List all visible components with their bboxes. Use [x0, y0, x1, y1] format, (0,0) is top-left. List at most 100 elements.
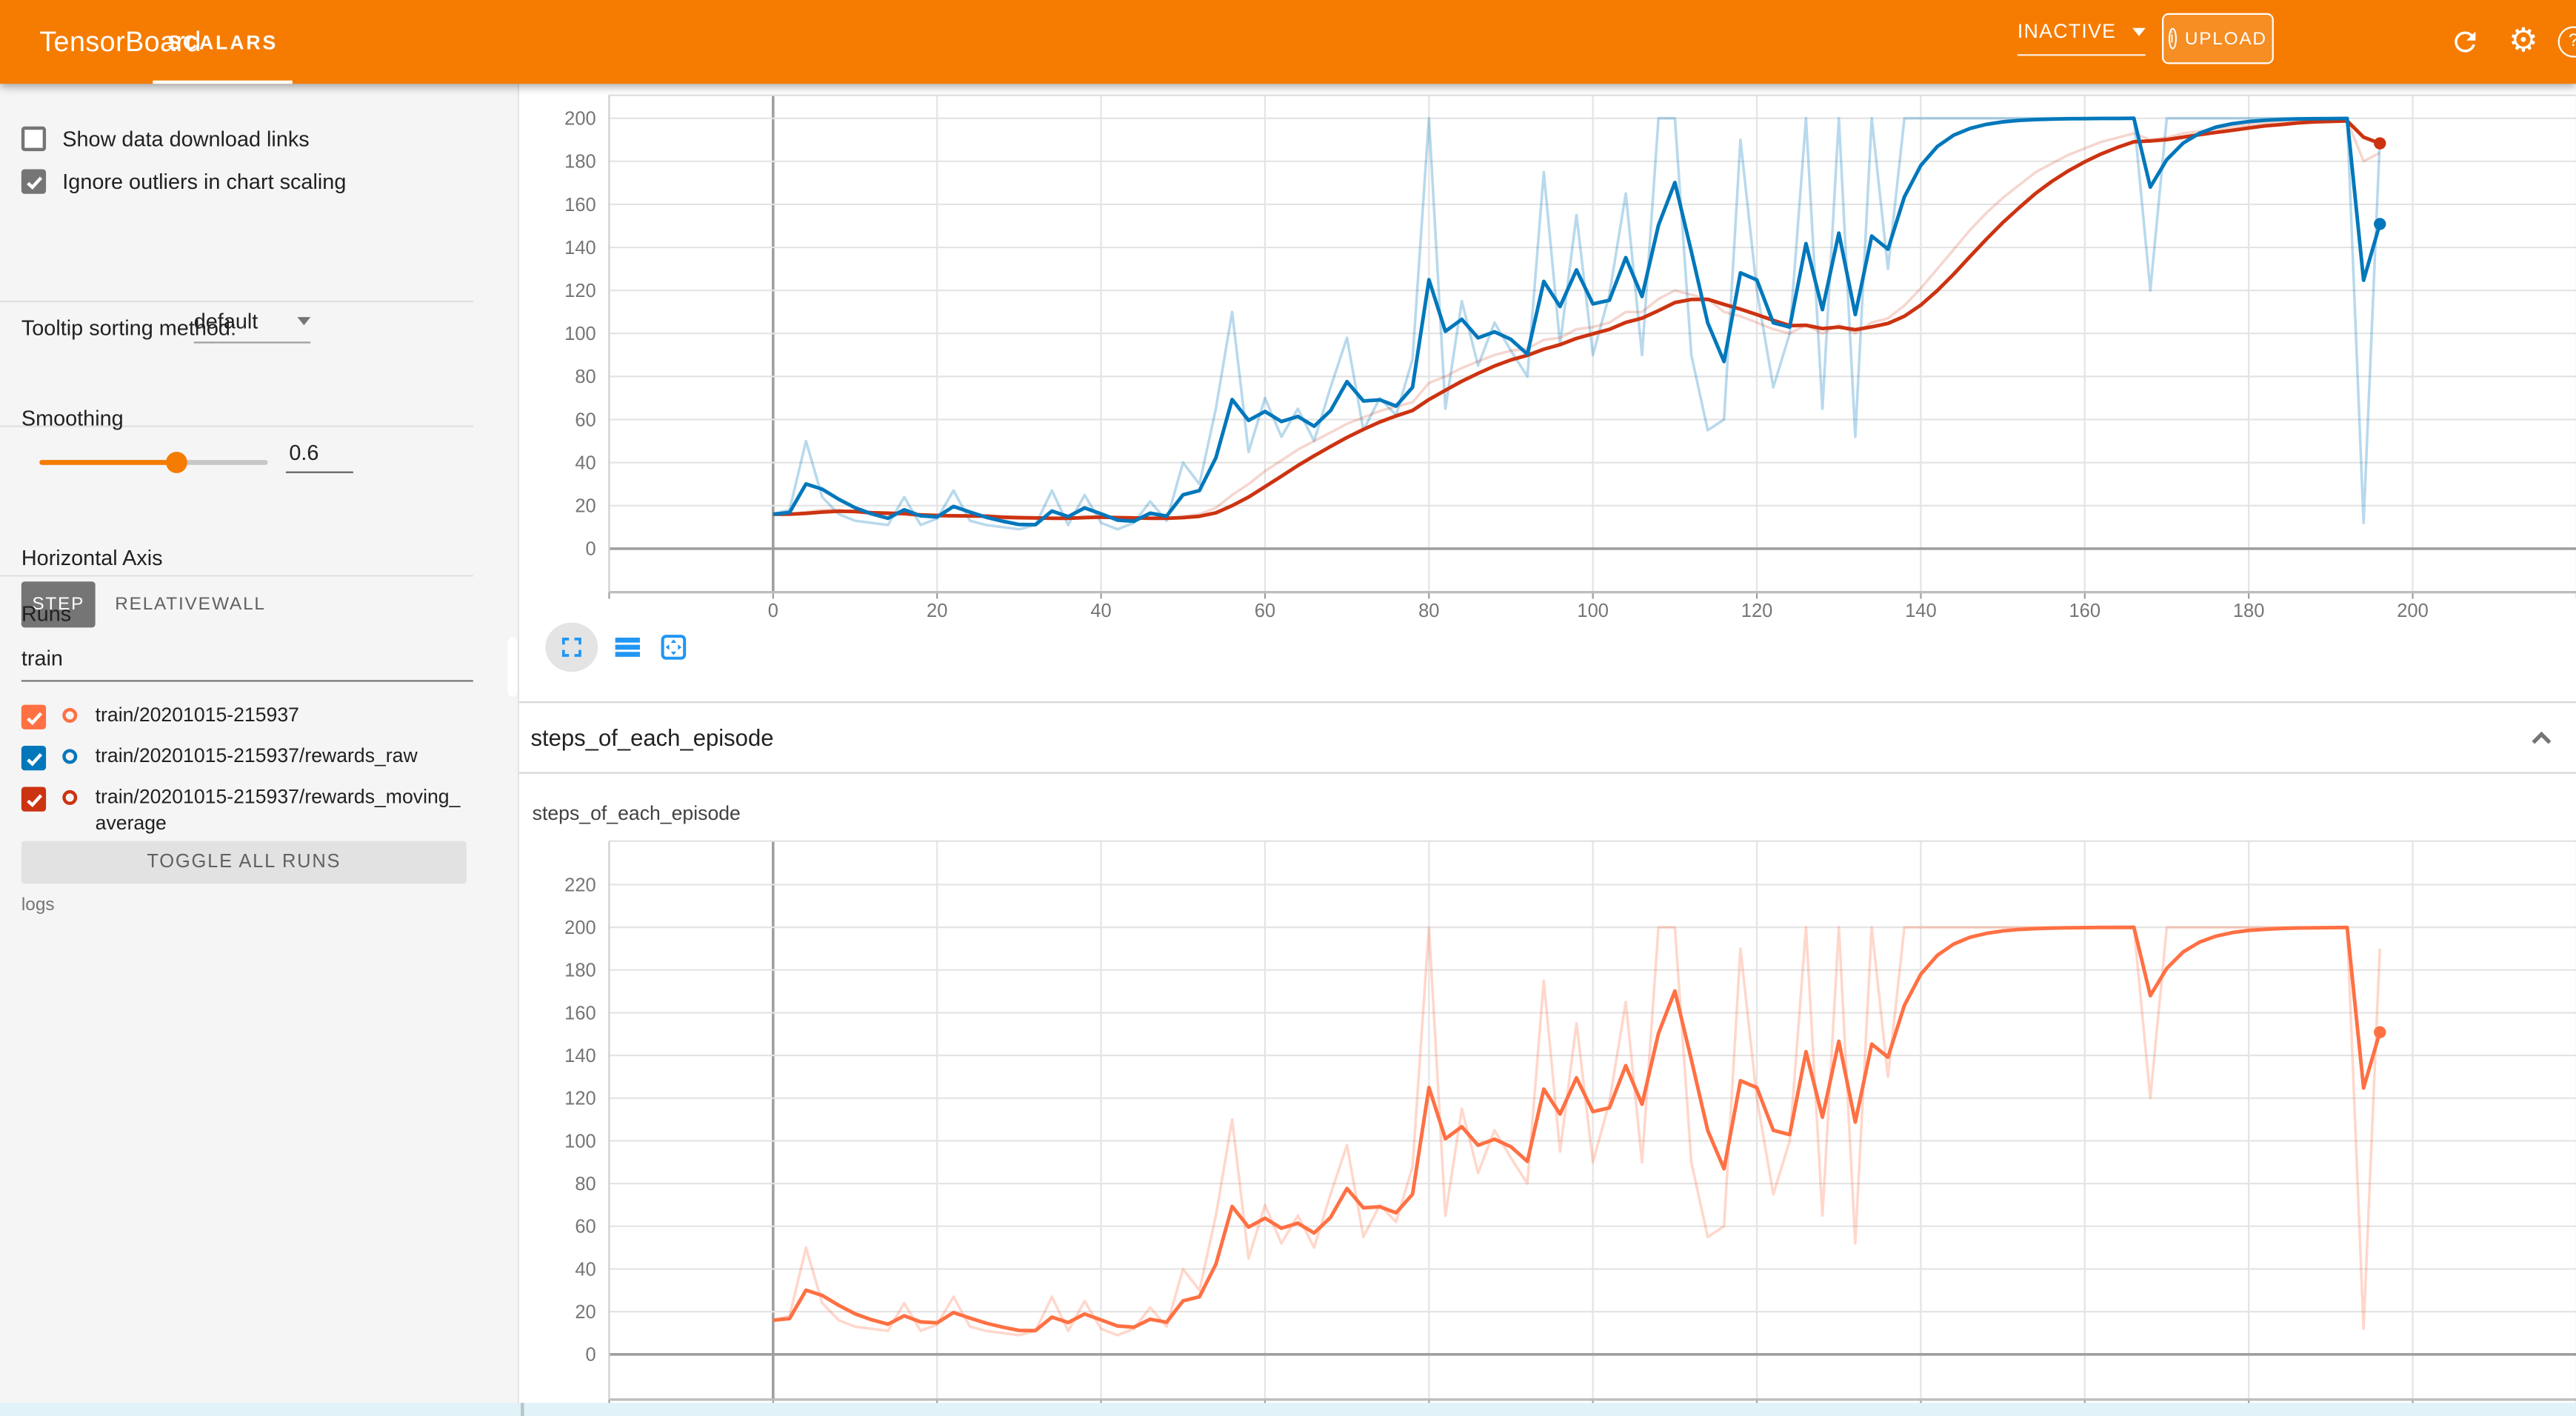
svg-text:40: 40	[575, 1258, 595, 1279]
chevron-up-icon[interactable]	[2529, 727, 2555, 747]
svg-text:180: 180	[564, 152, 596, 173]
divider	[0, 575, 473, 577]
checkbox-show-download-links[interactable]	[21, 126, 47, 152]
help-question-glyph: ?	[2569, 31, 2576, 51]
svg-text:100: 100	[1577, 601, 1609, 621]
show-download-links-label: Show data download links	[62, 126, 310, 152]
svg-text:120: 120	[564, 281, 596, 301]
svg-text:160: 160	[2069, 601, 2101, 621]
run-checkbox-1[interactable]	[21, 746, 47, 771]
info-icon: i	[2169, 27, 2177, 50]
run-color-circle-2	[62, 789, 78, 804]
svg-text:80: 80	[575, 1173, 595, 1194]
tab-scalars[interactable]: SCALARS	[153, 0, 293, 84]
run-label-2: train/20201015-215937/rewards_moving_ave…	[95, 785, 461, 835]
tab-active-underline	[153, 79, 293, 84]
smoothing-slider-handle[interactable]	[165, 451, 187, 473]
axis-step-button[interactable]: STEP	[21, 581, 96, 628]
svg-text:40: 40	[1090, 601, 1111, 621]
horizontal-axis-label: Horizontal Axis	[21, 545, 163, 570]
svg-text:200: 200	[564, 109, 596, 130]
steps-chart[interactable]: 0 20 40 60 80 100 120 140 160 180 200 220	[519, 773, 2576, 1416]
checkbox-ignore-outliers[interactable]	[21, 168, 47, 193]
smoothing-label: Smoothing	[21, 405, 124, 431]
svg-text:160: 160	[564, 1002, 596, 1023]
steps-chart-card: steps_of_each_episode 0 20 40 60 80 100 120 140…	[519, 773, 2576, 1416]
run-color-circle-0	[62, 707, 78, 722]
upload-label: UPLOAD	[2184, 28, 2267, 49]
run-label-1: train/20201015-215937/rewards_raw	[95, 744, 418, 767]
ignore-outliers-row[interactable]: Ignore outliers in chart scaling	[21, 168, 347, 193]
refresh-icon[interactable]	[2449, 26, 2480, 65]
svg-text:80: 80	[575, 367, 595, 387]
run-color-circle-1	[62, 748, 78, 764]
smoothing-value-input[interactable]	[285, 440, 353, 473]
svg-text:20: 20	[927, 601, 947, 621]
log-scale-icon[interactable]	[611, 631, 644, 664]
chart-toolbar	[545, 622, 690, 672]
settings-sidebar: Show data download links Ignore outliers…	[0, 84, 518, 1416]
svg-text:220: 220	[564, 874, 596, 895]
run-row-0[interactable]: train/20201015-215937	[21, 703, 470, 729]
tooltip-sorting-value: default	[193, 309, 258, 334]
svg-text:20: 20	[575, 1301, 595, 1322]
status-dropdown[interactable]: INACTIVE	[2017, 19, 2146, 56]
svg-text:20: 20	[575, 496, 595, 517]
svg-text:60: 60	[1255, 601, 1275, 621]
tooltip-sorting-dropdown[interactable]: default	[193, 309, 311, 344]
svg-text:200: 200	[564, 917, 596, 938]
ignore-outliers-label: Ignore outliers in chart scaling	[62, 168, 347, 193]
divider	[0, 300, 473, 303]
help-icon[interactable]: ?	[2557, 26, 2576, 58]
svg-text:100: 100	[564, 324, 596, 344]
run-row-2[interactable]: train/20201015-215937/rewards_moving_ave…	[21, 785, 470, 837]
app-header: TensorBoard SCALARS INACTIVE i UPLOAD ⚙ …	[0, 0, 2576, 84]
svg-text:140: 140	[564, 1045, 596, 1066]
runs-filter-input[interactable]	[21, 645, 473, 682]
svg-text:140: 140	[564, 238, 596, 258]
svg-text:60: 60	[575, 410, 595, 430]
rewards-chart-card: 0 20 40 60 80 100 120 140 160 180 200 0 20 40 60 80 100 1…	[518, 84, 2576, 703]
status-label: INACTIVE	[2017, 19, 2117, 43]
svg-text:200: 200	[2397, 601, 2429, 621]
svg-text:180: 180	[564, 960, 596, 981]
caret-down-icon	[297, 317, 311, 326]
smoothing-slider[interactable]	[39, 451, 268, 473]
svg-text:0: 0	[586, 539, 596, 560]
run-checkbox-0[interactable]	[21, 704, 47, 729]
axis-relative-button[interactable]: RELATIVE	[115, 594, 212, 615]
axis-wall-button[interactable]: WALL	[212, 594, 266, 615]
fit-domain-icon[interactable]	[657, 631, 690, 664]
settings-gear-icon[interactable]: ⚙	[2509, 23, 2538, 59]
run-label-0: train/20201015-215937	[95, 703, 299, 727]
svg-text:180: 180	[2233, 601, 2265, 621]
svg-text:60: 60	[575, 1216, 595, 1237]
sidebar-scrollbar-thumb[interactable]	[507, 637, 518, 697]
svg-text:0: 0	[768, 601, 778, 621]
svg-text:0: 0	[586, 1344, 596, 1365]
steps-chart-title: steps_of_each_episode	[532, 801, 741, 824]
upload-button[interactable]: i UPLOAD	[2162, 13, 2274, 64]
horizontal-scrollbar[interactable]	[0, 1402, 2576, 1416]
svg-text:120: 120	[564, 1088, 596, 1109]
caret-down-icon	[2132, 27, 2146, 36]
app-title: TensorBoard	[39, 25, 201, 57]
section-title: steps_of_each_episode	[530, 724, 774, 750]
tab-scalars-label: SCALARS	[167, 30, 278, 54]
svg-text:120: 120	[1741, 601, 1773, 621]
toggle-all-runs-button[interactable]: TOGGLE ALL RUNS	[21, 841, 467, 884]
run-checkbox-2[interactable]	[21, 787, 47, 812]
section-header-steps[interactable]: steps_of_each_episode	[518, 702, 2576, 773]
rewards-chart[interactable]: 0 20 40 60 80 100 120 140 160 180 200 0 20 40 60 80 100 1…	[519, 84, 2576, 701]
svg-text:100: 100	[564, 1130, 596, 1151]
show-download-links-row[interactable]: Show data download links	[21, 126, 310, 152]
svg-text:40: 40	[575, 452, 595, 473]
svg-text:140: 140	[1905, 601, 1937, 621]
svg-text:160: 160	[564, 195, 596, 216]
smoothing-slider-row	[0, 440, 518, 476]
tooltip-sorting-label: Tooltip sorting method:	[21, 315, 236, 341]
smoothing-slider-fill	[39, 460, 177, 465]
run-row-1[interactable]: train/20201015-215937/rewards_raw	[21, 744, 470, 771]
expand-chart-button[interactable]	[545, 622, 598, 672]
